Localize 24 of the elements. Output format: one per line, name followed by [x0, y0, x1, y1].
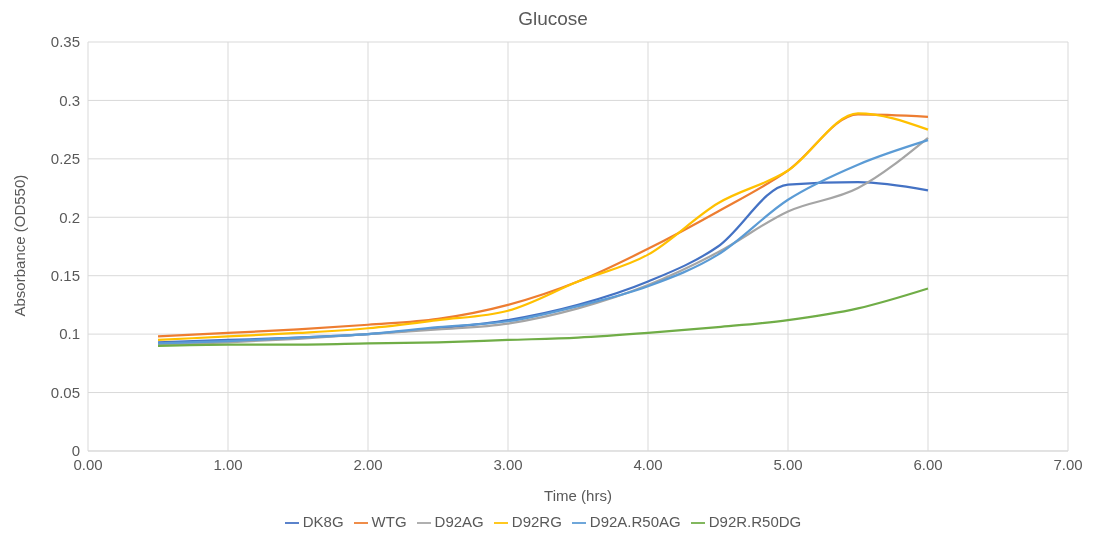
y-tick-label: 0.3: [59, 91, 80, 109]
x-tick-label: 4.00: [633, 455, 663, 473]
legend-label: WTG: [371, 512, 407, 530]
legend-label: D92AG: [434, 512, 484, 530]
y-tick-label: 0.1: [59, 325, 80, 343]
legend-label: DK8G: [302, 512, 344, 530]
y-axis-title: Absorbance (OD550): [11, 174, 29, 317]
legend-label: D92R.R50DG: [708, 512, 802, 530]
line-series: [156, 287, 930, 347]
x-tick-label: 6.00: [913, 455, 943, 473]
y-tick-label: 0.25: [50, 150, 80, 168]
x-tick-label: 5.00: [773, 455, 803, 473]
y-tick-label: 0.05: [50, 383, 80, 401]
legend-label: D92A.R50AG: [589, 512, 681, 530]
y-tick-label: 0.15: [50, 267, 80, 285]
x-tick-label: 2.00: [353, 455, 383, 473]
x-axis-title: Time (hrs): [544, 486, 612, 504]
y-tick-label: 0.2: [59, 208, 80, 226]
x-tick-label: 1.00: [213, 455, 243, 473]
x-tick-label: 7.00: [1053, 455, 1083, 473]
chart-title: Glucose: [517, 8, 589, 30]
y-tick-label: 0.35: [50, 33, 80, 51]
legend-label: D92RG: [511, 512, 562, 530]
x-tick-label: 3.00: [493, 455, 523, 473]
